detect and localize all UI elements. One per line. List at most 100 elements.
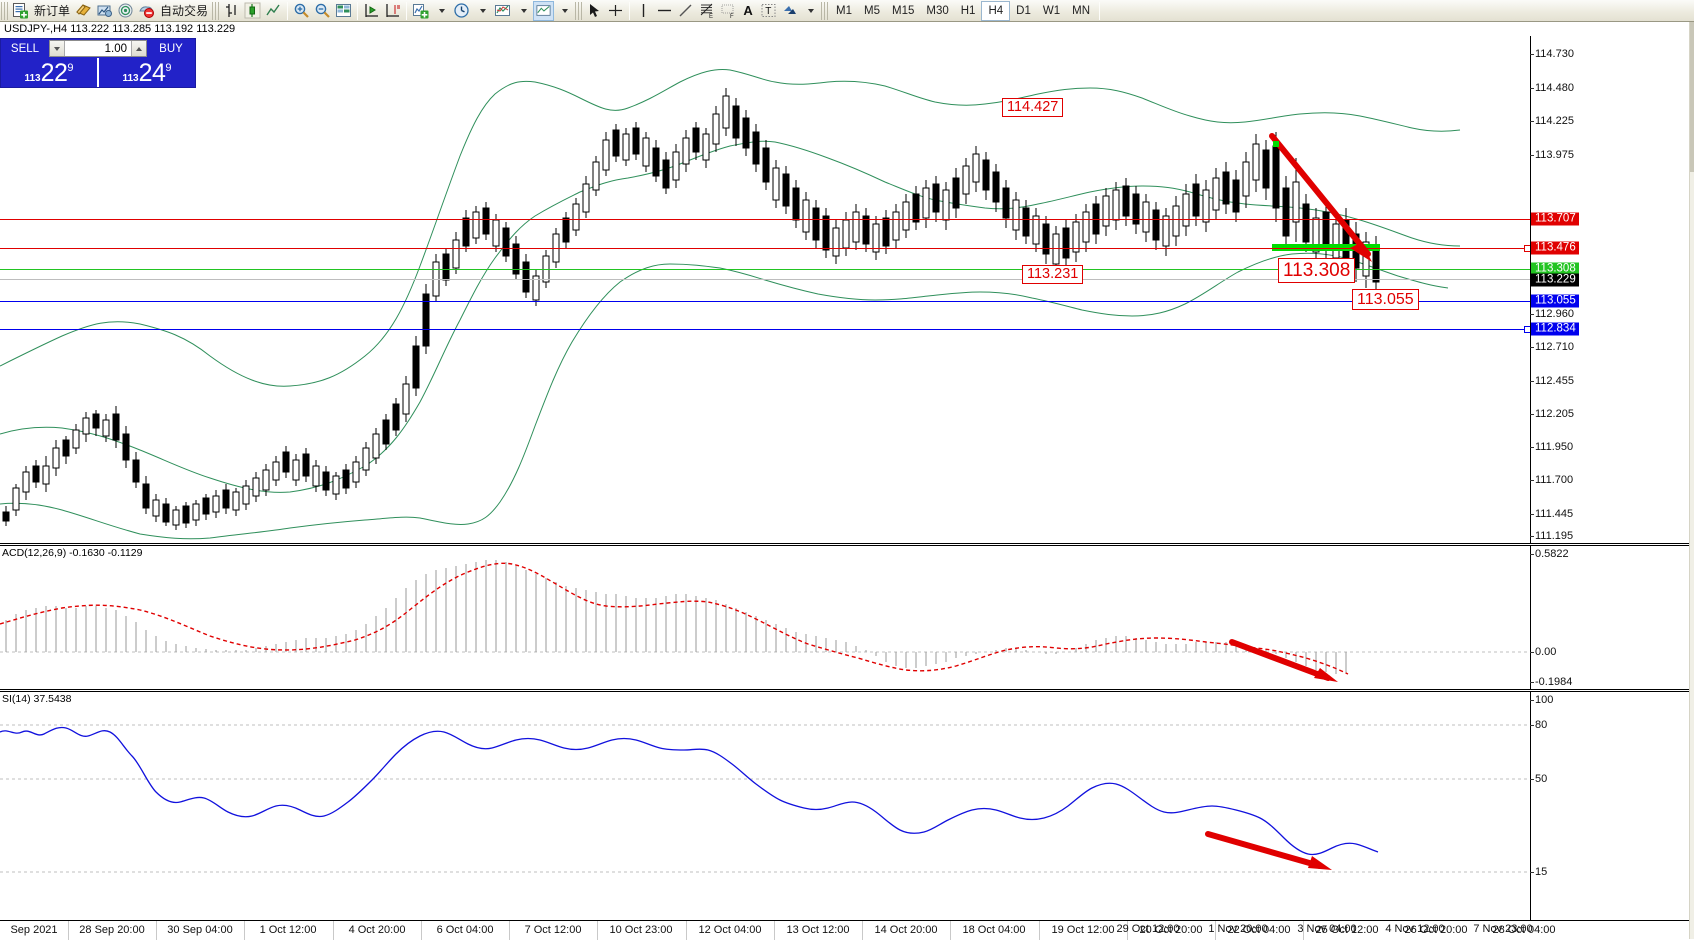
price-level-label-113707[interactable]: 113.707 <box>1531 212 1579 226</box>
x-sep <box>1215 921 1216 940</box>
macd-panel[interactable]: ACD(12,26,9) -0.1630 -0.1129 <box>0 545 1694 690</box>
timeframe-d1[interactable]: D1 <box>1016 4 1031 17</box>
macd-plot[interactable] <box>0 546 1530 689</box>
toolbar-grip[interactable] <box>1 1 8 20</box>
volume-input[interactable]: 1.00 <box>104 42 127 55</box>
x-tick: 6 Oct 04:00 <box>436 924 494 936</box>
x-tick: 12 Oct 04:00 <box>698 924 762 936</box>
price-level-label-113308[interactable]: 113.308 <box>1531 262 1579 276</box>
sell-button[interactable]: SELL <box>1 39 49 58</box>
bar-chart-icon[interactable] <box>221 1 242 21</box>
toolbar-grip-2[interactable] <box>212 1 220 20</box>
grid-icon[interactable] <box>333 1 354 21</box>
x-tick: 4 Oct 20:00 <box>348 924 406 936</box>
rsi-y-axis[interactable]: 100 80 50 15 <box>1529 692 1694 939</box>
templates-dropdown-caret[interactable] <box>513 1 533 21</box>
data-window-icon[interactable] <box>94 1 115 21</box>
annotation-113231[interactable]: 113.231 <box>1022 265 1084 284</box>
text-icon[interactable]: A <box>743 3 753 18</box>
toolbar-grip-4[interactable] <box>821 1 829 20</box>
chart-style-dropdown-caret[interactable] <box>554 1 574 21</box>
price-level-label-113476[interactable]: 113.476 <box>1531 241 1579 255</box>
rsi-indicator-label: SI(14) 37.5438 <box>2 693 72 705</box>
x-sep <box>862 921 863 940</box>
x-tick: 26 Oct 20:00 <box>1404 924 1468 936</box>
toolbar-separator-4 <box>629 1 631 20</box>
volume-stepper[interactable]: 1.00 <box>49 40 147 57</box>
annotation-114427[interactable]: 114.427 <box>1002 98 1064 117</box>
symbol-ohlc-line: USDJPY-,H4 113.222 113.285 113.192 113.2… <box>4 23 236 35</box>
price-plot[interactable] <box>0 36 1530 543</box>
level-line-113308 <box>0 269 1530 270</box>
timeframe-h1[interactable]: H1 <box>960 4 976 17</box>
indicators-dropdown-caret[interactable] <box>431 1 451 21</box>
price-level-label-112834[interactable]: 112.834 <box>1531 322 1579 336</box>
trendline-icon[interactable] <box>675 1 696 21</box>
vertical-scrollbar[interactable] <box>1689 22 1694 939</box>
chart-style-icon[interactable] <box>533 0 555 21</box>
signals-icon[interactable] <box>115 1 136 21</box>
one-click-trading-panel[interactable]: SELL 1.00 BUY 113 22 9 113 24 9 <box>0 38 196 88</box>
volume-decrease-button[interactable] <box>50 41 65 56</box>
price-panel[interactable]: 114.427 113.231 113.308 113.055 114.730 … <box>0 36 1694 544</box>
time-axis[interactable]: Sep 2021 28 Sep 20:00 30 Sep 04:00 1 Oct… <box>0 920 1694 940</box>
y-tick: 111.195 <box>1529 530 1574 542</box>
expert-advisors-icon[interactable] <box>73 1 94 21</box>
line-chart-icon[interactable] <box>263 1 284 21</box>
scrollbar-thumb[interactable] <box>1690 22 1694 172</box>
rsi-panel[interactable]: SI(14) 37.5438 100 80 50 15 <box>0 691 1694 939</box>
sell-price-pips: 22 <box>40 59 68 87</box>
autotrading-label[interactable]: 自动交易 <box>160 4 209 18</box>
vertical-line-icon[interactable] <box>633 1 654 21</box>
shapes-icon[interactable] <box>779 1 800 21</box>
toolbar-separator-5 <box>1099 1 1100 20</box>
macd-y-axis[interactable]: 0.5822 0.00 -0.1984 <box>1529 546 1694 689</box>
timeframe-m30[interactable]: M30 <box>926 4 949 17</box>
period-dropdown-caret[interactable] <box>472 1 492 21</box>
level-line-113229 <box>0 279 1530 280</box>
timeframe-mn[interactable]: MN <box>1072 4 1090 17</box>
horizontal-line-icon[interactable] <box>654 1 675 21</box>
timeframe-m1[interactable]: M1 <box>836 4 853 17</box>
timeframe-w1[interactable]: W1 <box>1042 4 1061 17</box>
toolbar-grip-3[interactable] <box>575 1 583 20</box>
buy-price-display[interactable]: 113 24 9 <box>97 58 195 87</box>
crosshair-icon[interactable] <box>605 1 626 21</box>
new-order-icon[interactable] <box>10 1 31 21</box>
zoom-in-icon[interactable] <box>291 1 312 21</box>
templates-icon[interactable] <box>492 1 513 21</box>
text-label-icon[interactable]: T <box>758 1 779 21</box>
cursor-icon[interactable] <box>584 1 605 21</box>
shapes-dropdown-caret[interactable] <box>800 1 820 21</box>
annotation-113308[interactable]: 113.308 <box>1278 258 1356 283</box>
x-sep <box>509 921 510 940</box>
chart-area[interactable]: 114.427 113.231 113.308 113.055 114.730 … <box>0 22 1694 939</box>
timeframe-h4[interactable]: H4 <box>981 0 1011 21</box>
x-sep <box>156 921 157 940</box>
buy-button[interactable]: BUY <box>147 39 195 58</box>
auto-scroll-icon[interactable] <box>361 1 382 21</box>
timeframe-m15[interactable]: M15 <box>892 4 915 17</box>
candlestick-chart-icon[interactable] <box>242 1 263 21</box>
annotation-113055[interactable]: 113.055 <box>1352 289 1419 310</box>
indicators-icon[interactable] <box>410 1 431 21</box>
timeframe-m5[interactable]: M5 <box>864 4 880 17</box>
new-order-label[interactable]: 新订单 <box>34 4 71 18</box>
rsi-plot[interactable] <box>0 692 1530 939</box>
sell-price-display[interactable]: 113 22 9 <box>1 58 97 87</box>
period-icon[interactable] <box>451 1 472 21</box>
price-level-label-113229[interactable]: 113.229 <box>1531 273 1579 287</box>
sell-price-big-figure: 113 <box>24 73 41 84</box>
x-tick: Sep 2021 <box>10 924 58 936</box>
x-tick: 1 Oct 12:00 <box>259 924 317 936</box>
fibonacci-icon[interactable]: E <box>696 1 717 21</box>
zoom-out-icon[interactable] <box>312 1 333 21</box>
volume-increase-button[interactable] <box>131 41 146 56</box>
rsi-y-tick: 15 <box>1529 866 1548 878</box>
chart-shift-icon[interactable] <box>382 1 403 21</box>
autotrading-icon[interactable] <box>136 1 157 21</box>
price-y-axis[interactable]: 114.730 114.480 114.225 113.975 113.707 … <box>1529 36 1694 543</box>
price-level-label-113055[interactable]: 113.055 <box>1531 294 1579 308</box>
toolbar-separator <box>287 1 289 20</box>
channel-icon[interactable]: F <box>717 1 738 21</box>
